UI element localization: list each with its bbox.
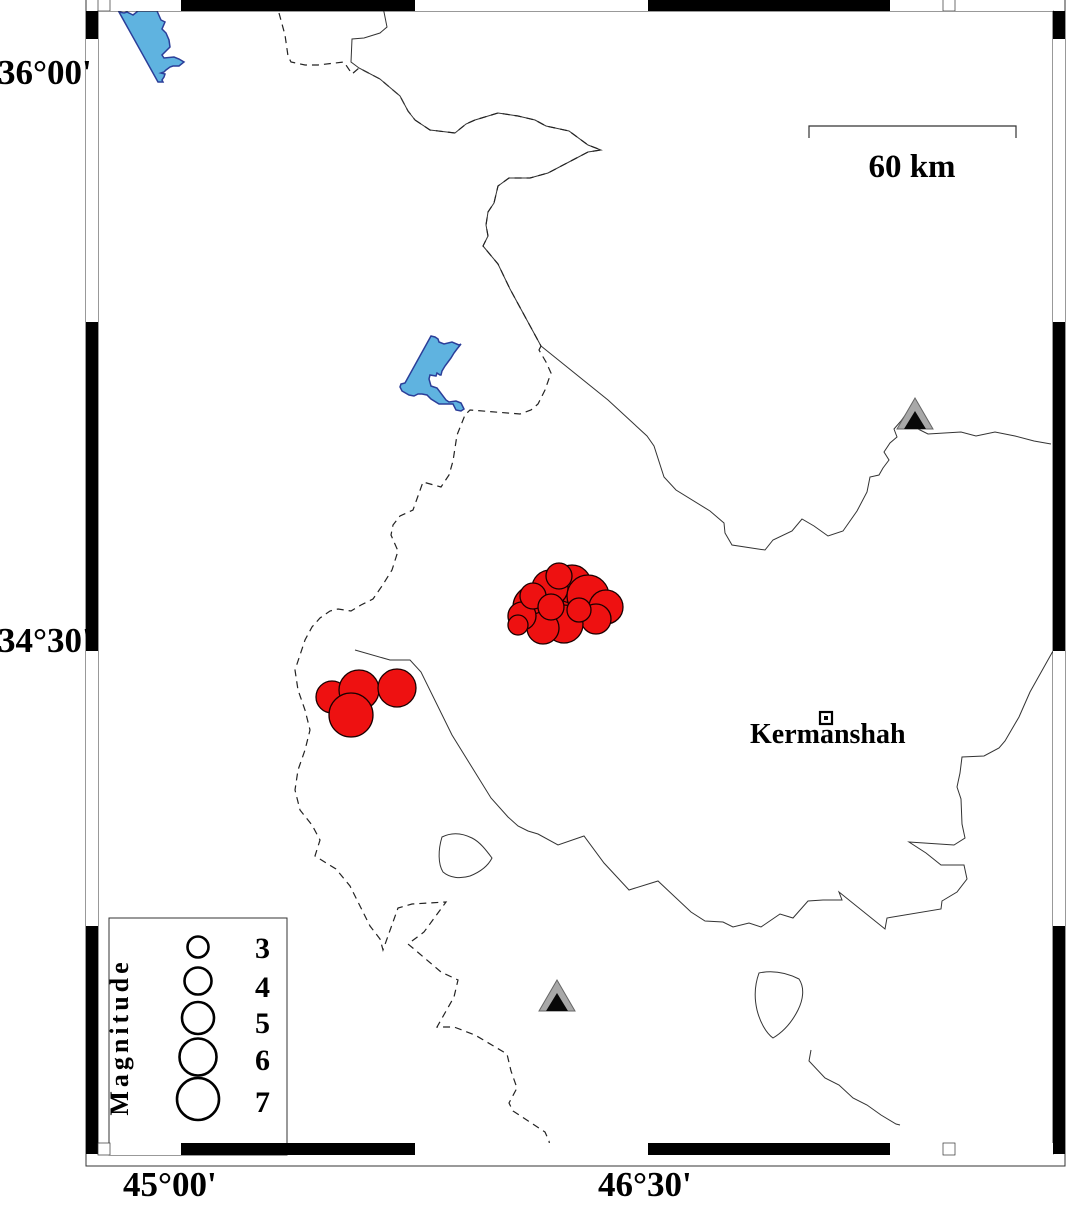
svg-text:3: 3 bbox=[255, 932, 270, 965]
svg-text:6: 6 bbox=[255, 1044, 270, 1077]
svg-text:5: 5 bbox=[255, 1007, 270, 1040]
svg-text:Kermanshah: Kermanshah bbox=[750, 719, 906, 750]
svg-text:7: 7 bbox=[255, 1086, 270, 1119]
svg-text:46°30': 46°30' bbox=[598, 1165, 692, 1203]
svg-text:Magnitude: Magnitude bbox=[105, 958, 134, 1115]
svg-text:36°00': 36°00' bbox=[0, 53, 92, 92]
svg-text:60 km: 60 km bbox=[868, 149, 955, 185]
svg-text:45°00': 45°00' bbox=[123, 1165, 217, 1203]
svg-text:34°30': 34°30' bbox=[0, 621, 92, 660]
svg-text:4: 4 bbox=[255, 971, 270, 1004]
